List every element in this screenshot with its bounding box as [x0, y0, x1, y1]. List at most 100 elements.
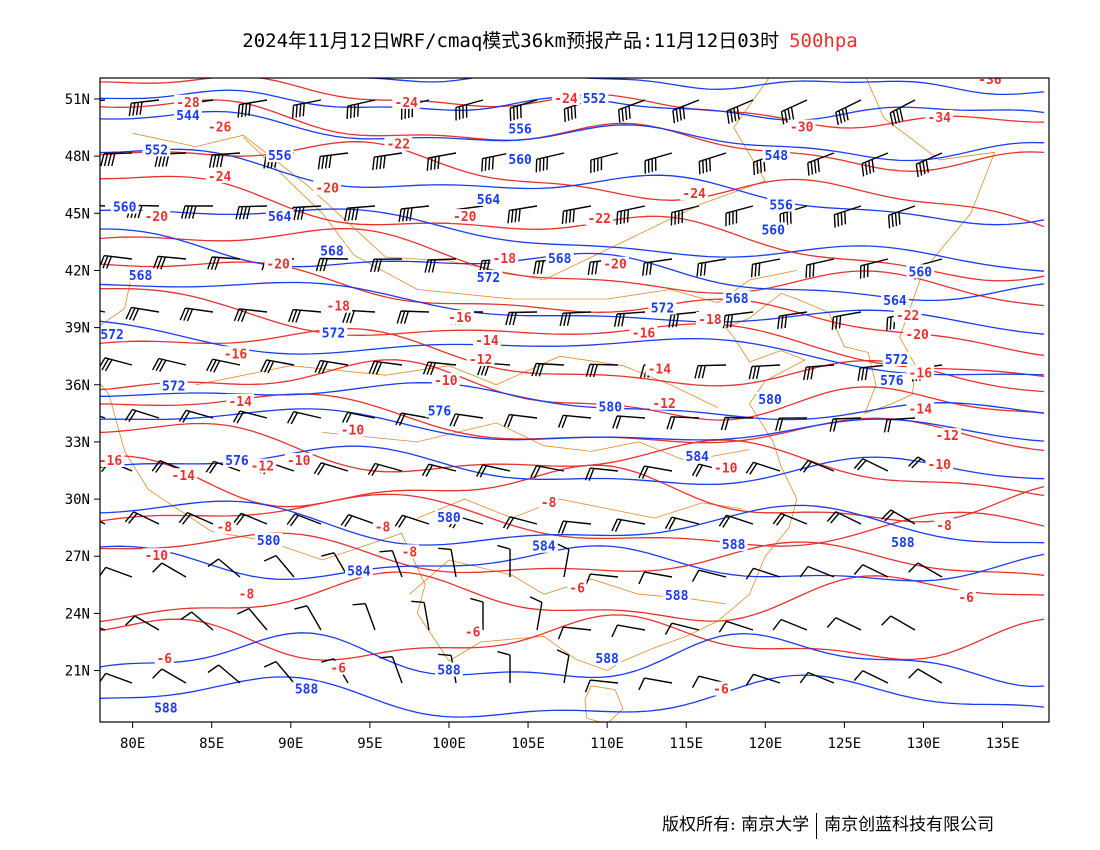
temperature-label-bg [236, 586, 257, 601]
wind-barb [151, 357, 187, 372]
wind-barb [585, 363, 619, 378]
wind-barb [807, 152, 835, 176]
wind-barb [672, 99, 700, 124]
height-label: 572 [651, 302, 674, 317]
wind-barb [100, 520, 106, 525]
wind-barb [853, 564, 889, 578]
temperature-label-bg [328, 660, 348, 675]
wind-barb [125, 615, 160, 631]
wind-barb [861, 152, 889, 177]
temperature-label-bg [711, 460, 740, 475]
temperature-label: -24 [682, 187, 706, 202]
temperature-label: -8 [541, 496, 557, 511]
x-tick-label: 100E [432, 736, 466, 752]
temperature-label-bg [585, 210, 614, 225]
plot-frame [99, 77, 1050, 723]
height-label-bg [344, 563, 373, 578]
temperature-label: -16 [632, 326, 656, 341]
wind-barb [694, 364, 727, 379]
temperature-label-bg [956, 590, 976, 605]
wind-barb [857, 364, 889, 381]
temperature-label: -8 [402, 545, 418, 560]
temperature-label-bg [696, 311, 724, 326]
wind-barb [833, 205, 862, 228]
temperature-label: -22 [587, 212, 610, 227]
x-tick-label: 85E [199, 736, 224, 752]
wind-barb [799, 565, 835, 578]
y-tick-label: 24N [65, 606, 90, 622]
temperature-label-bg [463, 624, 483, 639]
temperature-label: -10 [145, 549, 169, 564]
height-label-bg [425, 403, 454, 418]
height-label-bg [529, 538, 558, 553]
wind-barb [152, 668, 187, 684]
temperature-label-bg [975, 78, 1004, 86]
height-label: 556 [508, 122, 532, 137]
temperature-label-bg [629, 325, 658, 340]
height-contour [100, 408, 1045, 442]
height-label: 580 [599, 401, 623, 416]
height-label: 580 [437, 511, 461, 526]
temperature-label: -22 [896, 309, 919, 324]
wind-barb [557, 626, 592, 640]
height-label: 568 [320, 244, 344, 259]
height-label: 560 [113, 201, 137, 216]
wind-barb [470, 597, 484, 630]
wind-barb [263, 660, 295, 684]
height-label: 560 [508, 153, 532, 168]
height-label: 552 [145, 143, 168, 158]
height-label: 588 [891, 536, 915, 551]
wind-barb [720, 416, 754, 431]
wind-barb [531, 362, 565, 377]
temperature-label: -18 [493, 252, 517, 267]
height-contour [100, 208, 1045, 272]
temperature-label: -12 [469, 353, 492, 368]
wind-barb [438, 547, 457, 578]
y-tick-label: 30N [65, 492, 90, 508]
wind-barb [368, 360, 403, 375]
wind-barb [422, 361, 457, 376]
wind-barb [152, 562, 187, 578]
temperature-label: -6 [958, 591, 974, 606]
x-tick-label: 80E [120, 736, 145, 752]
wind-barb [644, 152, 673, 174]
wind-barb [718, 514, 754, 528]
x-tick-label: 95E [357, 736, 382, 752]
temperature-label-bg [142, 209, 171, 224]
temperature-label-bg [431, 372, 460, 387]
height-label: 584 [686, 450, 710, 465]
height-label-bg [506, 121, 535, 136]
temperature-label-bg [142, 548, 171, 563]
temperature-label: -28 [176, 96, 200, 111]
height-label-bg [722, 291, 751, 306]
temperature-contour [100, 99, 1045, 172]
wind-barb [314, 359, 349, 374]
temperature-label-bg [711, 681, 731, 696]
wind-barb [294, 605, 322, 631]
height-label: 572 [162, 380, 185, 395]
temperature-label-bg [214, 519, 234, 534]
wind-barb [128, 99, 160, 117]
height-label-bg [474, 270, 503, 285]
temperature-label-bg [680, 186, 709, 201]
height-label: 572 [322, 326, 345, 341]
wind-barb [529, 596, 543, 631]
temperature-label: -10 [928, 458, 952, 473]
wind-barb [313, 462, 349, 476]
temperature-label: -12 [652, 397, 675, 412]
temperature-label: -8 [375, 521, 391, 536]
border-line [575, 292, 829, 672]
y-tick-label: 48N [65, 149, 90, 165]
wind-barb [233, 308, 268, 322]
temperature-label: -20 [145, 210, 169, 225]
pressure-level: 500hpa [789, 30, 858, 52]
temperature-label: -8 [936, 519, 952, 534]
height-label-bg [319, 325, 348, 340]
wind-barb [207, 558, 241, 578]
height-label: 584 [532, 540, 556, 555]
height-label-bg [877, 372, 906, 387]
temperature-label-bg [248, 458, 277, 473]
temperature-label: -22 [387, 138, 410, 153]
border-line [865, 78, 996, 262]
